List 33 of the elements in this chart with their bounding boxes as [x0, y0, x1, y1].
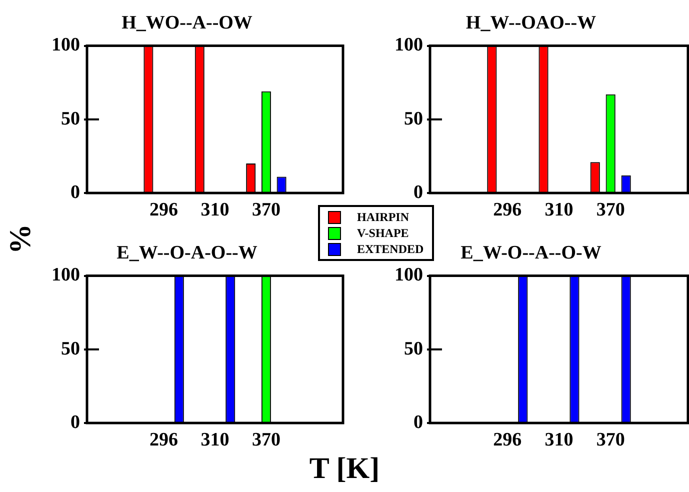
y-tick-label: 100 — [394, 34, 423, 56]
x-tick-label: 310 — [544, 199, 574, 220]
chart-title: H_W--OAO--W — [466, 12, 596, 34]
x-tick-label: 370 — [596, 429, 625, 450]
y-tick-label: 100 — [394, 264, 423, 286]
y-tick-label: 50 — [61, 108, 80, 130]
x-tick-label: 296 — [150, 429, 178, 450]
x-tick-label: 310 — [200, 429, 230, 450]
chart-title: E_W--O-A-O--W — [116, 242, 258, 264]
x-tick-label: 296 — [493, 199, 522, 220]
legend-label: HAIRPIN — [357, 210, 410, 224]
x-tick-label: 310 — [200, 199, 230, 220]
chart-title: E_W-O--A--O-W — [460, 242, 602, 264]
y-tick-label: 100 — [52, 264, 80, 286]
y-tick-label: 100 — [52, 34, 80, 56]
x-tick-label: 296 — [150, 199, 178, 220]
chart-title: H_WO--A--OW — [122, 12, 252, 34]
y-axis-title: % — [4, 224, 38, 254]
y-tick-label: 0 — [70, 412, 80, 433]
x-axis-title: T [K] — [308, 452, 381, 486]
y-tick-label: 50 — [404, 338, 423, 360]
x-tick-label: 296 — [493, 429, 522, 450]
x-tick-label: 370 — [252, 199, 280, 220]
x-tick-label: 310 — [544, 429, 574, 450]
legend-label: EXTENDED — [357, 242, 424, 256]
y-tick-label: 0 — [414, 412, 423, 433]
x-tick-label: 370 — [596, 199, 625, 220]
y-tick-label: 0 — [414, 182, 423, 203]
y-tick-label: 50 — [61, 338, 80, 360]
legend-label: V-SHAPE — [357, 226, 409, 240]
y-tick-label: 0 — [70, 182, 80, 203]
y-tick-label: 50 — [404, 108, 423, 130]
x-tick-label: 370 — [252, 429, 280, 450]
